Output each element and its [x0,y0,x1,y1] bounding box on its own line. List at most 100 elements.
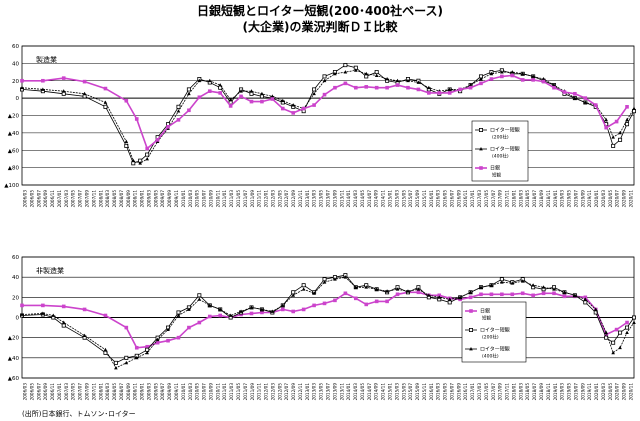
data-point [458,295,462,299]
data-point [131,158,136,163]
x-tick-label: 2015/03 [394,383,399,401]
x-tick-label: 2008/07 [119,383,124,401]
x-tick-label: 2009/05 [153,383,158,401]
legend-label: ロイター短観 [480,327,510,334]
y-tick-label: ▲20 [8,114,20,120]
x-tick-label: 2011/07 [243,190,248,208]
y-tick-label: 40 [12,275,19,281]
y-tick-label: ▲80 [8,166,20,172]
panel-label: 製造業 [36,55,57,64]
data-point [197,320,202,325]
y-tick-label: ▲40 [8,356,20,362]
data-point [468,290,473,294]
data-point [41,311,45,315]
x-tick-label: 2019/03 [560,383,565,401]
x-tick-label: 2019/11 [587,190,592,208]
data-point [364,74,369,79]
data-point [541,285,546,289]
data-point [322,280,327,284]
data-point [479,81,483,86]
x-tick-label: 2014/01 [346,383,351,401]
series-boj [20,73,629,151]
data-point [385,77,389,81]
data-point [124,325,129,330]
series-line-reuters-200 [21,274,635,364]
x-tick-label: 2009/11 [174,190,179,208]
x-tick-label: 2009/05 [153,190,158,208]
data-point [134,355,139,360]
data-point [218,91,223,95]
data-point [374,299,379,304]
data-point [249,305,254,309]
x-tick-label: 2012/01 [264,383,269,401]
x-tick-label: 2013/11 [339,190,344,208]
data-point [176,313,181,317]
x-tick-label: 2019/09 [580,190,585,208]
x-tick-label: 2016/01 [429,383,434,401]
y-tick-label: 20 [12,79,19,85]
x-tick-label: 2012/05 [277,190,282,208]
x-tick-label: 2007/09 [84,190,89,208]
data-point [562,90,567,94]
data-point [166,124,170,129]
x-tick-label: 2014/05 [360,383,365,401]
data-point [333,277,337,281]
legend: ロイター短観(200社)ロイター短観(400社)日銀短観 [471,120,529,182]
data-point [374,287,379,291]
data-point [333,298,337,303]
data-point [416,87,421,92]
x-tick-label: 2014/07 [367,383,372,401]
data-point [270,97,275,101]
data-point [187,91,191,96]
data-point [103,313,108,318]
x-tick-label: 2008/09 [126,383,131,401]
data-point [61,323,66,328]
x-tick-label: 2011/05 [236,190,241,208]
data-point [260,91,264,96]
x-tick-label: 2018/09 [539,190,544,208]
x-tick-label: 2007/11 [91,383,96,401]
x-tick-label: 2014/11 [381,383,386,401]
data-point [145,146,149,151]
data-point [333,71,337,76]
data-point [197,293,202,298]
data-point [228,104,233,108]
y-tick-label: 60 [12,44,19,50]
data-point [500,74,504,79]
data-point [138,161,143,165]
legend-box [471,120,529,182]
data-point [301,283,306,288]
data-point [354,285,358,289]
data-point [406,85,410,90]
data-point [312,87,317,92]
data-point [41,87,45,91]
data-point [541,79,546,84]
data-point [625,105,629,109]
x-tick-label: 2011/07 [243,383,248,401]
data-point [270,309,275,313]
x-tick-label: 2020/05 [608,383,613,401]
data-point [124,360,129,365]
x-tick-label: 2019/05 [567,190,572,208]
data-point [510,292,515,297]
x-tick-label: 2014/11 [381,190,386,208]
data-point [364,285,369,289]
x-tick-label: 2013/07 [326,190,331,208]
data-point [468,83,473,87]
x-tick-label: 2014/03 [353,190,358,208]
x-tick-label: 2016/03 [436,190,441,208]
x-tick-label: 2016/11 [463,383,468,401]
x-tick-label: 2016/09 [456,190,461,208]
data-point [280,307,285,312]
data-point [124,355,129,360]
x-tick-label: 2006/05 [29,383,34,401]
x-tick-label: 2017/09 [498,190,503,208]
x-tick-label: 2013/05 [319,383,324,401]
x-tick-label: 2015/01 [387,190,392,208]
data-point [354,68,358,72]
data-point [447,297,452,301]
x-tick-label: 2020/07 [615,190,620,208]
x-tick-label: 2009/01 [140,383,145,401]
